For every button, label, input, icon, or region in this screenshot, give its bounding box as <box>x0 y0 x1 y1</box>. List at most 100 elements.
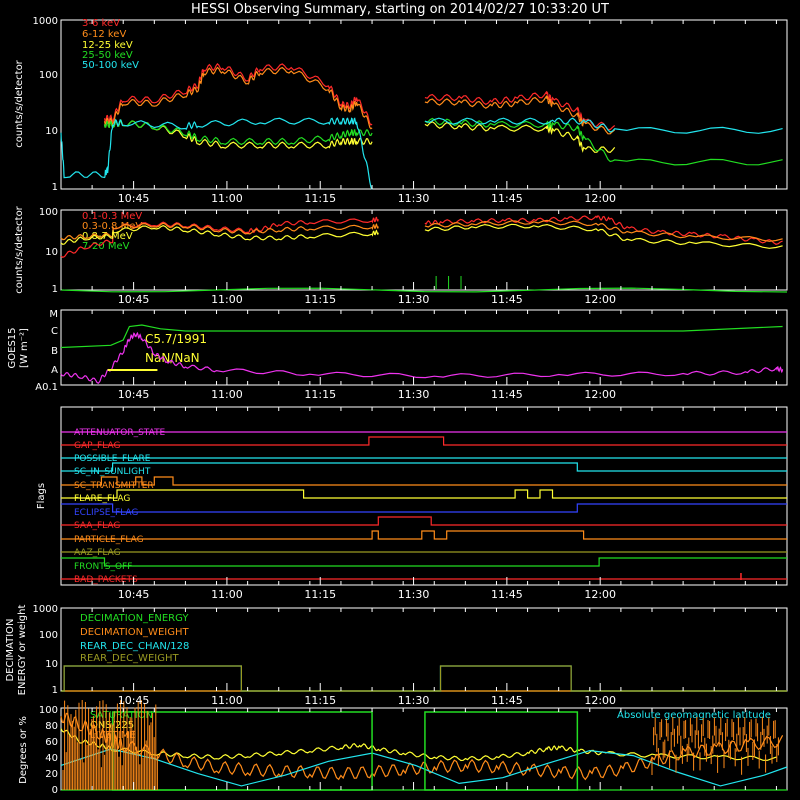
series-line-0.8-7 MeV <box>60 223 783 249</box>
other-ylabel: Degrees or % <box>18 716 29 784</box>
saturation-box <box>424 711 579 791</box>
high-energy-ylabel: counts/s/detector <box>14 205 25 293</box>
series-line-12-25 keV <box>103 119 616 154</box>
x-tick-label: 11:00 <box>211 388 243 401</box>
flag-label: FLARE_FLAG <box>74 494 130 504</box>
x-tick-label: 11:15 <box>304 588 336 601</box>
legend-entry: 50-100 keV <box>82 60 139 71</box>
goes-ylabel-units: [W m⁻²] <box>19 328 30 368</box>
legend-entry: 0.3-0.8 MeV <box>82 221 142 232</box>
legend-entry: 25-50 keV <box>82 50 133 61</box>
x-tick-label: 11:45 <box>491 293 523 306</box>
flags-ylabel: Flags <box>36 483 47 509</box>
flag-label: ATTENUATOR_STATE <box>74 428 166 438</box>
flag-label: SC_TRANSMITTER <box>74 481 154 491</box>
x-tick-label: 11:00 <box>211 192 243 205</box>
y-tick-label: C <box>51 326 58 337</box>
y-tick-label: 1 <box>52 284 58 295</box>
flag-label: SAA_FLAG <box>74 521 120 531</box>
flag-trace <box>61 557 787 567</box>
x-tick-label: 11:45 <box>491 388 523 401</box>
y-tick-label: 100 <box>39 70 58 81</box>
flag-label: POSSIBLE_FLARE <box>74 454 151 464</box>
legend-entry: 0.8-7 MeV <box>82 231 133 242</box>
y-tick-label: M <box>49 309 58 320</box>
y-tick-label: 100 <box>39 630 58 641</box>
x-tick-label: 11:15 <box>304 293 336 306</box>
x-tick-label: 11:00 <box>211 694 243 707</box>
y-tick-label: A <box>51 365 58 376</box>
series-line-50-100 keV <box>60 117 783 190</box>
x-tick-label: 10:45 <box>118 192 150 205</box>
x-tick-label: 11:30 <box>398 293 430 306</box>
series-line-3-6 keV <box>103 63 616 131</box>
x-tick-label: 12:00 <box>584 192 616 205</box>
flag-trace <box>61 503 787 513</box>
x-tick-label: 11:45 <box>491 588 523 601</box>
goes-annotation: C5.7/1991 <box>145 332 207 346</box>
goes-ylabel: GOES15 <box>7 327 18 368</box>
legend-entry: 12-25 keV <box>82 40 133 51</box>
x-tick-label: 12:00 <box>584 588 616 601</box>
decimation-trace <box>61 665 787 692</box>
series-line-0.3-0.8 MeV <box>60 219 783 242</box>
y-tick-label: 80 <box>45 721 58 732</box>
x-tick-label: 10:45 <box>118 388 150 401</box>
y-tick-label: 1 <box>52 182 58 193</box>
series-line-6-12 keV <box>103 66 616 135</box>
y-tick-label: B <box>51 346 58 357</box>
x-tick-label: 12:00 <box>584 388 616 401</box>
goes-line <box>60 324 783 349</box>
flag-trace <box>61 476 787 486</box>
flag-label: BAD_PACKETS <box>74 575 138 585</box>
other-trace <box>60 728 777 762</box>
x-tick-label: 11:45 <box>491 192 523 205</box>
count-rates-ylabel: counts/s/detector <box>14 59 25 147</box>
decimation-ylabel: DECIMATION <box>5 618 16 681</box>
y-tick-label: 100 <box>39 207 58 218</box>
legend-entry: REAR_DEC_WEIGHT <box>80 653 179 664</box>
x-tick-label: 11:30 <box>398 192 430 205</box>
decimation-trace <box>61 665 787 692</box>
x-tick-label: 11:00 <box>211 293 243 306</box>
flag-trace <box>61 436 787 446</box>
decimation-ylabel-2: ENERGY or weight <box>17 605 28 696</box>
legend-entry: 3-6 keV <box>82 18 120 29</box>
series-line-25-50 keV <box>103 117 783 166</box>
saturation-box <box>111 711 373 791</box>
flag-trace <box>61 530 787 540</box>
legend-entry: 6-12 keV <box>82 29 126 40</box>
flag-label: PARTICLE_FLAG <box>74 535 144 545</box>
x-tick-label: 11:15 <box>304 192 336 205</box>
y-tick-label: 20 <box>45 769 58 780</box>
x-tick-label: 12:00 <box>584 293 616 306</box>
x-tick-label: 11:15 <box>304 388 336 401</box>
y-tick-label: 1000 <box>33 16 58 27</box>
y-tick-label: 10 <box>45 126 58 137</box>
flag-label: ECLIPSE_FLAG <box>74 508 138 518</box>
x-tick-label: 11:00 <box>211 588 243 601</box>
x-tick-label: 11:45 <box>491 694 523 707</box>
x-tick-label: 11:30 <box>398 588 430 601</box>
x-tick-label: 10:45 <box>118 293 150 306</box>
flag-trace <box>61 462 787 472</box>
y-tick-label: 10 <box>45 247 58 258</box>
flag-label: FRONTS_OFF <box>74 562 132 572</box>
legend-entry: SATURATION <box>90 710 153 721</box>
series-line-7-20 MeV <box>60 287 788 293</box>
legend-entry: DECIMATION_ENERGY <box>80 613 189 624</box>
y-tick-label: 1000 <box>33 604 58 615</box>
goes-panel <box>60 309 788 386</box>
count-rates-panel <box>60 19 788 190</box>
y-tick-label: 60 <box>45 737 58 748</box>
y-tick-label: 0 <box>52 785 58 796</box>
legend-entry: 7-20 MeV <box>82 241 130 252</box>
legend-entry: DECIMATION_WEIGHT <box>80 627 189 638</box>
x-tick-label: 12:00 <box>584 694 616 707</box>
high-energy-panel <box>60 209 788 291</box>
y-tick-label: 1 <box>52 685 58 696</box>
legend-entry: 0.1-0.3 MeV <box>82 211 142 222</box>
x-tick-label: 10:45 <box>118 694 150 707</box>
y-tick-label: 100 <box>39 705 58 716</box>
